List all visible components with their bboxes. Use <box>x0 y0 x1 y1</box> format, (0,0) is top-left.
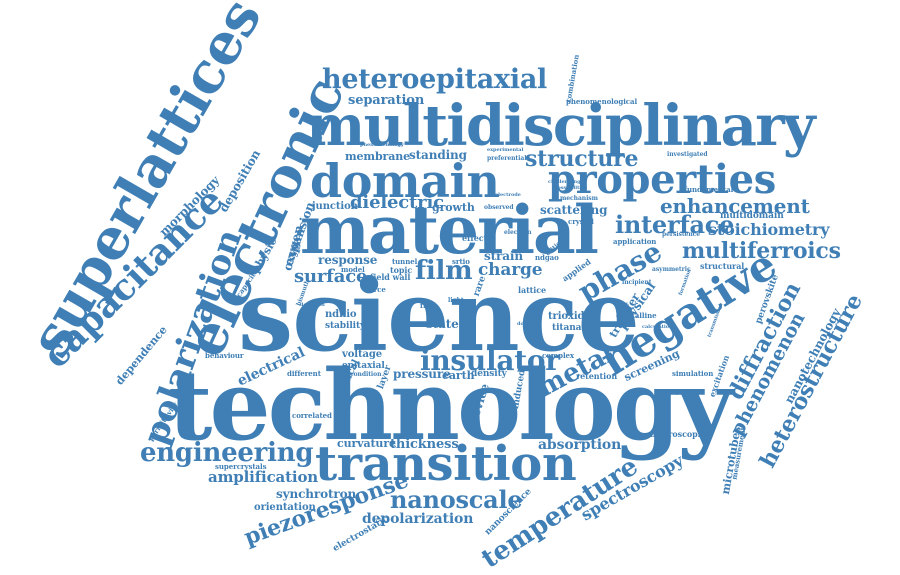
word-multiferroics: multiferroics <box>682 238 841 264</box>
word-properties: properties <box>548 156 776 203</box>
word-science: science <box>238 259 640 374</box>
word-heteroepitaxial: heteroepitaxial <box>322 64 548 95</box>
word-condition: condition <box>350 371 382 378</box>
word-thickness: thickness <box>390 437 459 452</box>
word-fundamental: fundamental <box>684 185 734 194</box>
word-interface: interface <box>615 210 735 239</box>
word-crystal: crystal <box>568 217 594 226</box>
word-superlattice: superlattice <box>597 321 631 327</box>
word-material: material <box>300 191 599 269</box>
word-incipient: incipient <box>622 279 652 286</box>
word-structure: structure <box>525 146 639 172</box>
word-orientation: orientation <box>254 502 316 513</box>
word-structural: structural <box>700 261 745 271</box>
word-phenomenological: phenomenological <box>566 97 638 106</box>
word-transition: transition <box>315 436 577 492</box>
word-standing: standing <box>409 148 467 162</box>
word-engineering: engineering <box>140 438 314 468</box>
word-electron: electron <box>504 229 532 236</box>
word-light: light <box>448 297 464 304</box>
word-titanate: titanate <box>552 323 592 333</box>
word-ndnio: ndnio <box>325 309 357 320</box>
word-density: density <box>471 369 507 379</box>
word-state: state <box>426 317 459 331</box>
word-free: free <box>420 301 436 310</box>
word-mechanism: mechanism <box>560 195 598 202</box>
word-domain: domain <box>310 154 500 208</box>
word-multidomain: multidomain <box>720 211 784 221</box>
word-challenging: challenging <box>548 179 581 185</box>
word-lattice: lattice <box>518 285 547 295</box>
word-supercrystals: supercrystals <box>215 462 267 471</box>
word-scattering: scattering <box>540 203 608 217</box>
word-tunnel: tunnel <box>392 257 418 266</box>
word-phenomenology: phenomenology <box>360 142 404 148</box>
word-application: application <box>613 237 657 246</box>
word-deflation: deflation <box>300 302 325 308</box>
word-model: model <box>341 265 365 274</box>
word-dielectric: dielectric <box>350 192 444 213</box>
word-effect: effect <box>462 233 488 243</box>
word-depolarization: depolarization <box>362 511 474 527</box>
word-observed: observed <box>484 204 514 211</box>
word-separation: separation <box>348 93 425 108</box>
word-junction: junction <box>312 201 358 212</box>
word-macroscopic: macroscopic <box>650 429 706 439</box>
word-epitaxial: epitaxial <box>342 361 385 371</box>
word-synchrotron: synchrotron <box>276 487 357 501</box>
word-multidisciplinary: multidisciplinary <box>306 93 816 159</box>
word-srtio: srtio <box>452 257 470 266</box>
word-stoichiometry: stoichiometry <box>708 220 830 239</box>
word-trioxide: trioxide <box>548 311 591 322</box>
word-strain: strain <box>484 249 523 263</box>
word-persistence: persistence <box>662 231 700 238</box>
word-field-wall: field wall <box>370 272 411 282</box>
word-complex: complex <box>542 351 575 360</box>
word-preferential: preferential <box>487 155 527 162</box>
word-charge: charge <box>478 260 543 280</box>
word-simulation: simulation <box>672 369 714 378</box>
word-force: force <box>366 285 386 294</box>
word-growth: growth <box>432 201 475 214</box>
word-retention: retention <box>576 371 618 381</box>
word-correlated: correlated <box>292 411 332 420</box>
word-technology: technology <box>168 349 733 462</box>
word-experimental: experimental <box>487 147 524 153</box>
word-amplification: amplification <box>208 468 319 486</box>
word-film: film <box>415 256 473 286</box>
word-asymmetric: asymmetric <box>652 266 691 273</box>
word-behaviour: behaviour <box>205 351 244 360</box>
word-absorption: absorption <box>538 437 622 453</box>
word-topic: topic <box>390 265 413 275</box>
word-pressure: pressure <box>393 367 451 381</box>
word-surface: surface <box>294 266 368 287</box>
word-possibilities: possibilities <box>554 185 588 191</box>
word-ndgao: ndgao <box>535 253 559 262</box>
word-calculation: calculation <box>642 324 673 330</box>
word-crystalline: crystalline <box>616 311 657 320</box>
word-different: different <box>287 369 321 378</box>
word-earth: earth <box>442 369 475 382</box>
word-response: response <box>318 253 378 267</box>
word-membrane: membrane <box>345 150 411 163</box>
word-investigated: investigated <box>667 151 708 158</box>
word-electrode: electrode <box>495 192 521 198</box>
word-doping: doping <box>517 321 537 327</box>
word-curvature: curvature <box>337 437 396 450</box>
word-enhancement: enhancement <box>660 194 810 218</box>
word-insulator: insulator <box>420 344 560 377</box>
word-nanoscale: nanoscale <box>390 485 523 514</box>
word-voltage: voltage <box>342 349 383 360</box>
word-stability: stability <box>325 321 366 331</box>
